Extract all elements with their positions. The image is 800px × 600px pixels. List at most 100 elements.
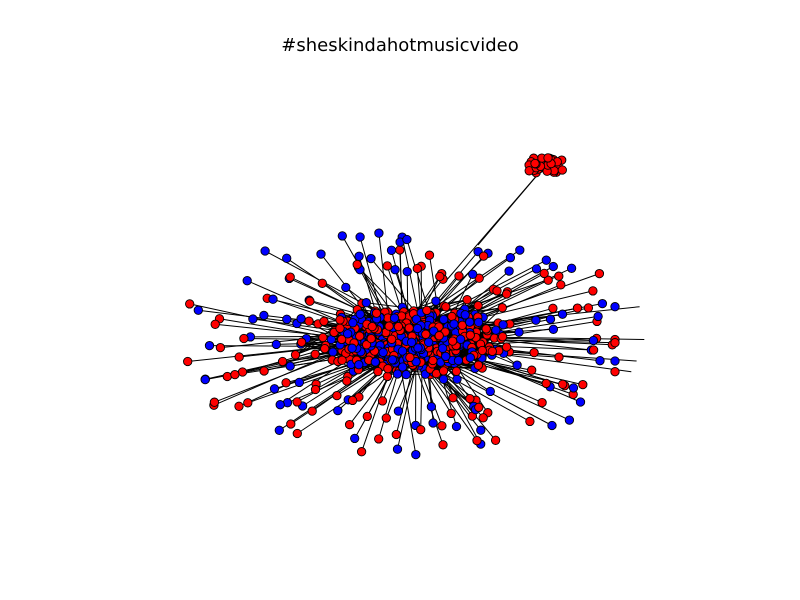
graph-node (468, 269, 478, 279)
graph-node (504, 266, 514, 276)
graph-node (268, 294, 278, 304)
graph-node (437, 421, 447, 431)
graph-node (455, 334, 466, 344)
graph-node (465, 353, 475, 363)
graph-node (481, 324, 491, 334)
graph-node (382, 261, 392, 271)
graph-node (367, 321, 377, 332)
graph-node (460, 310, 470, 320)
graph-node (395, 245, 405, 255)
graph-node (422, 305, 432, 316)
graph-title: #sheskindahotmusicvideo (281, 35, 519, 56)
graph-node (594, 268, 605, 279)
graph-node (402, 234, 412, 245)
graph-node (548, 261, 558, 272)
graph-node (465, 317, 475, 327)
graph-node (477, 345, 487, 356)
graph-node (341, 282, 351, 293)
graph-node (610, 338, 620, 348)
graph-node (438, 343, 448, 353)
edge (366, 302, 403, 308)
graph-node (243, 398, 253, 408)
graph-node (465, 393, 475, 404)
graph-node (373, 366, 383, 377)
graph-node (487, 346, 497, 357)
graph-node (462, 295, 472, 305)
graph-node (492, 286, 502, 296)
graph-node (428, 355, 438, 366)
graph-node (292, 428, 302, 439)
graph-node (304, 316, 314, 326)
graph-node (354, 251, 364, 261)
graph-node (465, 330, 475, 340)
graph-node (531, 315, 541, 325)
graph-node (371, 308, 382, 318)
graph-node (431, 296, 441, 306)
graph-node (296, 314, 306, 324)
graph-node (541, 255, 551, 265)
graph-node (305, 296, 315, 306)
graph-node (527, 365, 537, 375)
graph-node (473, 360, 484, 370)
graph-node (452, 374, 462, 384)
graph-node (374, 434, 384, 444)
graph-node (397, 362, 408, 372)
graph-node (377, 396, 388, 406)
graph-node (485, 386, 495, 397)
graph-node (378, 347, 388, 358)
graph-node (572, 303, 583, 313)
graph-node (515, 245, 525, 255)
graph-node (209, 397, 220, 407)
graph-node (343, 329, 353, 339)
graph-node (568, 383, 579, 393)
graph-node (490, 435, 501, 445)
graph-node (424, 250, 435, 260)
graph-node (512, 360, 522, 370)
graph-node (505, 253, 516, 263)
graph-node (595, 356, 605, 366)
graph-node (222, 371, 232, 382)
graph-node (428, 418, 438, 428)
graph-node (412, 323, 423, 334)
graph-node (446, 408, 456, 419)
graph-node (348, 318, 358, 328)
graph-node (386, 245, 397, 255)
graph-node (547, 420, 557, 431)
graph-node (478, 251, 489, 261)
graph-node (588, 335, 599, 346)
graph-node (234, 352, 244, 362)
graph-node (438, 374, 449, 384)
graph-node (423, 337, 434, 347)
graph-node (556, 280, 566, 290)
graph-node (501, 342, 512, 352)
graph-node (476, 425, 486, 435)
graph-node (275, 400, 285, 410)
graph-node (426, 402, 437, 412)
graph-node (588, 345, 599, 355)
graph-node (498, 320, 508, 330)
graph-node (453, 355, 464, 366)
graph-node (335, 323, 345, 333)
graph-node (404, 323, 414, 333)
graph-node (185, 299, 195, 309)
graph-node (412, 263, 422, 274)
graph-node (473, 317, 484, 327)
graph-node (318, 332, 328, 343)
graph-node (347, 395, 358, 406)
graph-node (454, 271, 464, 281)
graph-node (447, 336, 458, 346)
graph-node (411, 449, 421, 460)
graph-node (271, 339, 281, 350)
graph-node (317, 278, 327, 288)
graph-node (200, 374, 210, 385)
graph-node (593, 311, 603, 322)
graph-node (610, 356, 620, 366)
graph-node (449, 319, 459, 329)
graph-node (337, 355, 347, 365)
graph-node (342, 376, 352, 386)
graph-node (352, 259, 362, 270)
graph-node (441, 351, 451, 362)
graph-node (290, 350, 301, 360)
graph-node (282, 314, 292, 324)
graph-node (557, 309, 568, 319)
